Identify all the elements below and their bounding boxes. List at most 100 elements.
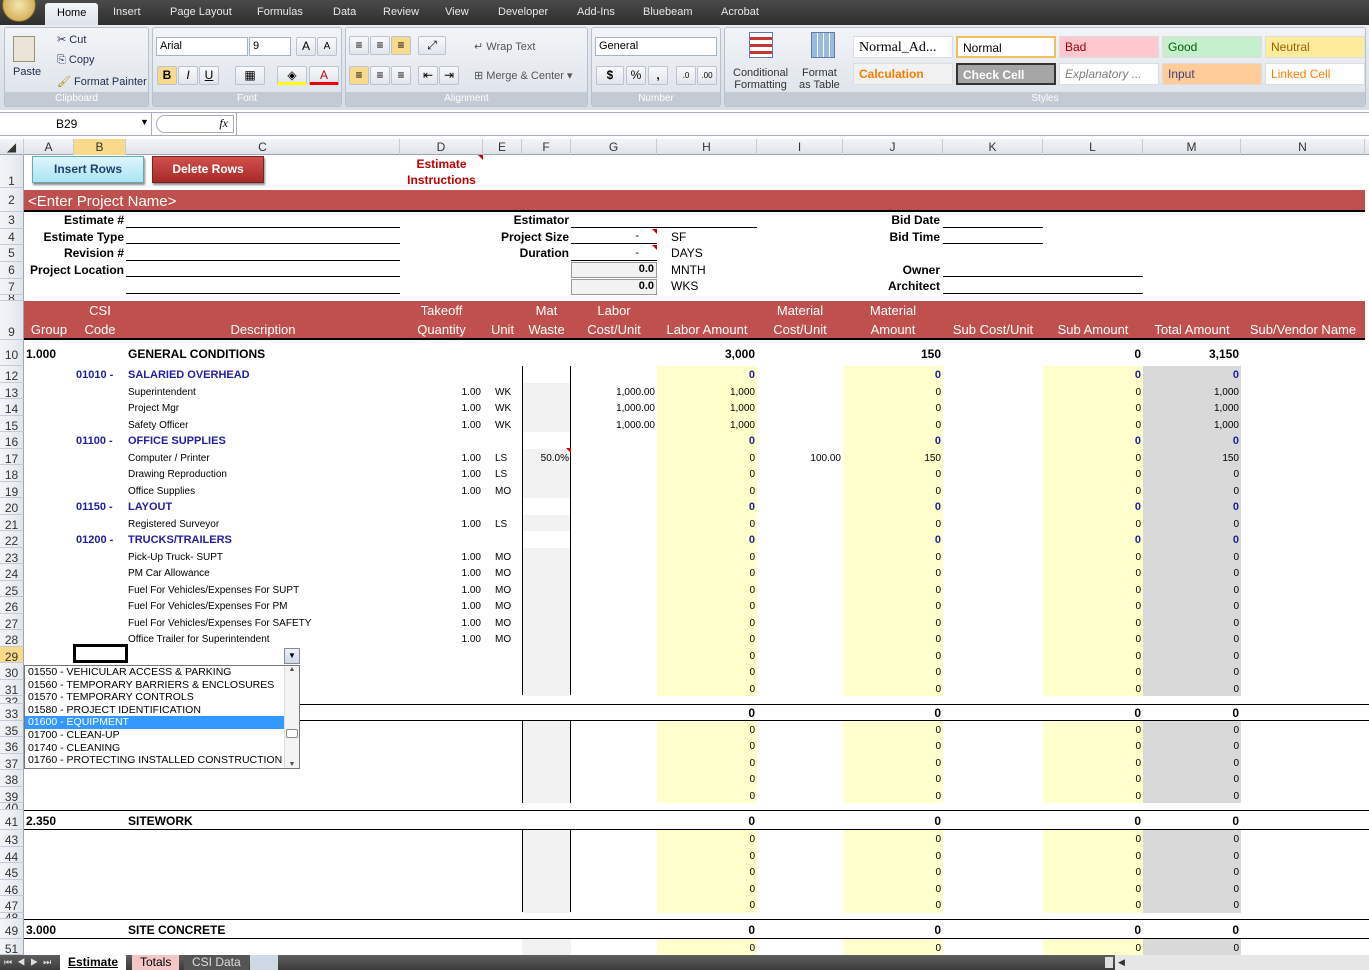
row-header-12[interactable]: 12 (0, 366, 24, 383)
cell-j10[interactable]: 150 (920, 347, 941, 361)
cell-l24[interactable]: 0 (1135, 568, 1141, 579)
cell-l22[interactable]: 0 (1134, 534, 1141, 546)
cell-a10[interactable]: 1.000 (26, 347, 57, 361)
row-header-18[interactable]: 18 (0, 465, 24, 482)
project-name-cell[interactable]: <Enter Project Name> (24, 190, 1365, 212)
row-header-37[interactable]: 37 (0, 753, 24, 770)
cell-h49[interactable]: 0 (748, 922, 755, 937)
cell-h44[interactable]: 0 (749, 850, 755, 862)
orientation-icon[interactable]: ⤢ (418, 36, 446, 55)
grow-font-icon[interactable]: A (296, 37, 316, 56)
cell-m24[interactable]: 0 (1233, 568, 1239, 579)
cell-style-normal[interactable]: Normal (956, 36, 1056, 58)
cell-l28[interactable]: 0 (1135, 634, 1141, 645)
sheet-tab-estimate[interactable]: Estimate (60, 955, 127, 970)
cut-button[interactable]: ✂ Cut (57, 33, 86, 46)
dropdown-scrollbar[interactable]: ▲ ▼ (284, 666, 299, 768)
cell-l14[interactable]: 0 (1135, 403, 1141, 414)
cell-b12[interactable]: 01010 - (76, 369, 114, 381)
cell-h16[interactable]: 0 (748, 435, 755, 447)
cell-style-linked-cell[interactable]: Linked Cell (1265, 63, 1365, 85)
row-header-17[interactable]: 17 (0, 448, 24, 465)
column-header-c[interactable]: C (126, 139, 400, 155)
cell-j33[interactable]: 0 (934, 706, 941, 720)
cell-d14[interactable]: 1.00 (461, 403, 481, 414)
sheet-tab-csi-data[interactable]: CSI Data (184, 955, 249, 970)
cell-l39[interactable]: 0 (1135, 790, 1141, 802)
cell-j12[interactable]: 0 (934, 369, 941, 381)
cell-m51[interactable]: 0 (1233, 942, 1239, 954)
cell-j37[interactable]: 0 (935, 757, 941, 769)
cell-j29[interactable]: 0 (935, 650, 941, 662)
cell-m37[interactable]: 0 (1233, 757, 1239, 769)
column-header-h[interactable]: H (657, 139, 757, 155)
cell-c20[interactable]: LAYOUT (128, 501, 173, 513)
cell-d15[interactable]: 1.00 (461, 419, 481, 431)
borders-icon[interactable]: ▦ (235, 66, 265, 85)
bid-time-field[interactable] (943, 230, 1043, 244)
cell-h33[interactable]: 0 (748, 706, 755, 720)
cell-m26[interactable]: 0 (1233, 601, 1239, 612)
cell-g15[interactable]: 1,000.00 (616, 419, 655, 431)
cell-h14[interactable]: 1,000 (729, 403, 755, 414)
horizontal-scrollbar[interactable]: ◀ (1115, 955, 1369, 970)
row-header-24[interactable]: 24 (0, 564, 24, 581)
cell-m23[interactable]: 0 (1233, 551, 1239, 563)
cell-h43[interactable]: 0 (749, 834, 755, 845)
cell-j43[interactable]: 0 (935, 834, 941, 845)
cell-j24[interactable]: 0 (935, 568, 941, 579)
cell-l15[interactable]: 0 (1135, 419, 1141, 431)
cell-style-good[interactable]: Good (1162, 36, 1262, 58)
cell-l30[interactable]: 0 (1135, 667, 1141, 678)
comma-button[interactable]: , (648, 66, 668, 85)
cell-j41[interactable]: 0 (934, 814, 941, 828)
cell-c26[interactable]: Fuel For Vehicles/Expenses For PM (128, 601, 288, 612)
cell-h27[interactable]: 0 (749, 617, 755, 629)
cell-m22[interactable]: 0 (1232, 534, 1239, 546)
cell-l26[interactable]: 0 (1135, 601, 1141, 612)
row-header-14[interactable]: 14 (0, 399, 24, 416)
estimator-field[interactable] (571, 214, 757, 228)
ribbon-tab-review[interactable]: Review (383, 6, 420, 18)
cell-l20[interactable]: 0 (1134, 501, 1141, 513)
cell-e18[interactable]: LS (495, 469, 508, 480)
cell-d24[interactable]: 1.00 (461, 568, 481, 579)
cell-m36[interactable]: 0 (1233, 741, 1239, 752)
cell-h23[interactable]: 0 (749, 551, 755, 563)
row-header-23[interactable]: 23 (0, 547, 24, 564)
row-header-33[interactable]: 33 (0, 704, 24, 721)
name-box-dropdown-icon[interactable]: ▼ (140, 117, 149, 127)
estimate-number-field[interactable] (126, 214, 400, 228)
cell-l12[interactable]: 0 (1134, 369, 1141, 381)
cell-e25[interactable]: MO (495, 584, 512, 596)
row-header-32[interactable]: 32 (0, 696, 24, 704)
cell-c49[interactable]: SITE CONCRETE (128, 922, 226, 937)
cell-l25[interactable]: 0 (1135, 584, 1141, 596)
cell-l46[interactable]: 0 (1135, 883, 1141, 895)
insert-sheet-icon[interactable] (250, 955, 278, 970)
cell-l27[interactable]: 0 (1135, 617, 1141, 629)
cell-b16[interactable]: 01100 - (76, 435, 113, 447)
row-header-7[interactable]: 7 (0, 279, 24, 295)
cell-j46[interactable]: 0 (935, 883, 941, 895)
cell-h15[interactable]: 1,000 (729, 419, 755, 431)
cell-h30[interactable]: 0 (749, 667, 755, 678)
row-header-28[interactable]: 28 (0, 630, 24, 647)
cell-l33[interactable]: 0 (1134, 706, 1141, 720)
scroll-thumb[interactable] (286, 729, 298, 738)
project-location-field-2[interactable] (126, 280, 400, 294)
cell-h20[interactable]: 0 (748, 501, 755, 513)
align-middle-icon[interactable]: ≡ (370, 36, 390, 55)
row-header-46[interactable]: 46 (0, 879, 24, 896)
cell-m35[interactable]: 0 (1233, 724, 1239, 736)
row-header-26[interactable]: 26 (0, 597, 24, 614)
row-header-6[interactable]: 6 (0, 262, 24, 279)
cell-m27[interactable]: 0 (1233, 617, 1239, 629)
row-header-35[interactable]: 35 (0, 720, 24, 737)
cell-m41[interactable]: 0 (1232, 814, 1239, 828)
row-header-2[interactable]: 2 (0, 188, 24, 212)
merge-center-button[interactable]: ⊞ Merge & Center ▾ (474, 70, 573, 82)
cell-style-neutral[interactable]: Neutral (1265, 36, 1365, 58)
row-header-48[interactable]: 48 (0, 912, 24, 919)
fill-color-icon[interactable]: ◈ (277, 66, 307, 85)
